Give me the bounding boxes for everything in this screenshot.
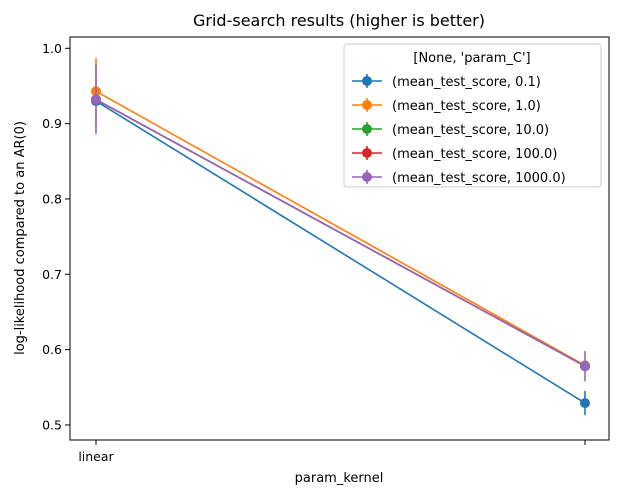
plot-area [69, 36, 610, 441]
x-axis-label: param_kernel [295, 471, 384, 486]
legend-swatch-marker [362, 148, 372, 158]
series-line [95, 100, 586, 404]
legend-swatch-marker [362, 76, 372, 86]
legend-entry: (mean_test_score, 100.0) [352, 146, 557, 162]
x-axis: linear [78, 440, 586, 464]
x-tick-label: linear [78, 449, 114, 464]
legend-swatch-marker [362, 100, 372, 110]
legend-label: (mean_test_score, 0.1) [392, 75, 541, 90]
y-axis-label: log-likelihood compared to an AR(0) [13, 121, 28, 355]
legend-box [343, 43, 602, 188]
data-point [580, 361, 590, 372]
y-tick-label: 0.9 [42, 116, 62, 131]
legend-label: (mean_test_score, 10.0) [392, 123, 549, 138]
y-tick-label: 1.0 [42, 41, 62, 56]
series-4 [91, 64, 590, 382]
legend-entry: (mean_test_score, 10.0) [352, 122, 549, 138]
legend-entry: (mean_test_score, 0.1) [352, 74, 541, 90]
y-tick-label: 0.5 [42, 417, 62, 432]
legend-entry: (mean_test_score, 1000.0) [352, 170, 566, 186]
legend-swatch-marker [362, 124, 372, 134]
legend-label: (mean_test_score, 1000.0) [392, 171, 566, 186]
legend-entry: (mean_test_score, 1.0) [352, 98, 541, 114]
series-line [95, 90, 586, 367]
data-point [580, 398, 590, 409]
series-line [95, 98, 586, 367]
series-layer [91, 58, 590, 416]
legend: [None, 'param_C'] (mean_test_score, 0.1)… [343, 43, 602, 188]
y-tick-label: 0.7 [42, 267, 62, 282]
legend-label: (mean_test_score, 100.0) [392, 147, 557, 162]
y-tick-label: 0.8 [42, 191, 62, 206]
legend-swatch-marker [362, 172, 372, 182]
legend-label: (mean_test_score, 1.0) [392, 99, 541, 114]
legend-title: [None, 'param_C'] [413, 51, 530, 66]
data-point [91, 94, 101, 105]
chart-title: Grid-search results (higher is better) [193, 11, 485, 30]
y-tick-label: 0.6 [42, 342, 62, 357]
y-axis: 0.5 0.6 0.7 0.8 0.9 1.0 [42, 41, 70, 432]
